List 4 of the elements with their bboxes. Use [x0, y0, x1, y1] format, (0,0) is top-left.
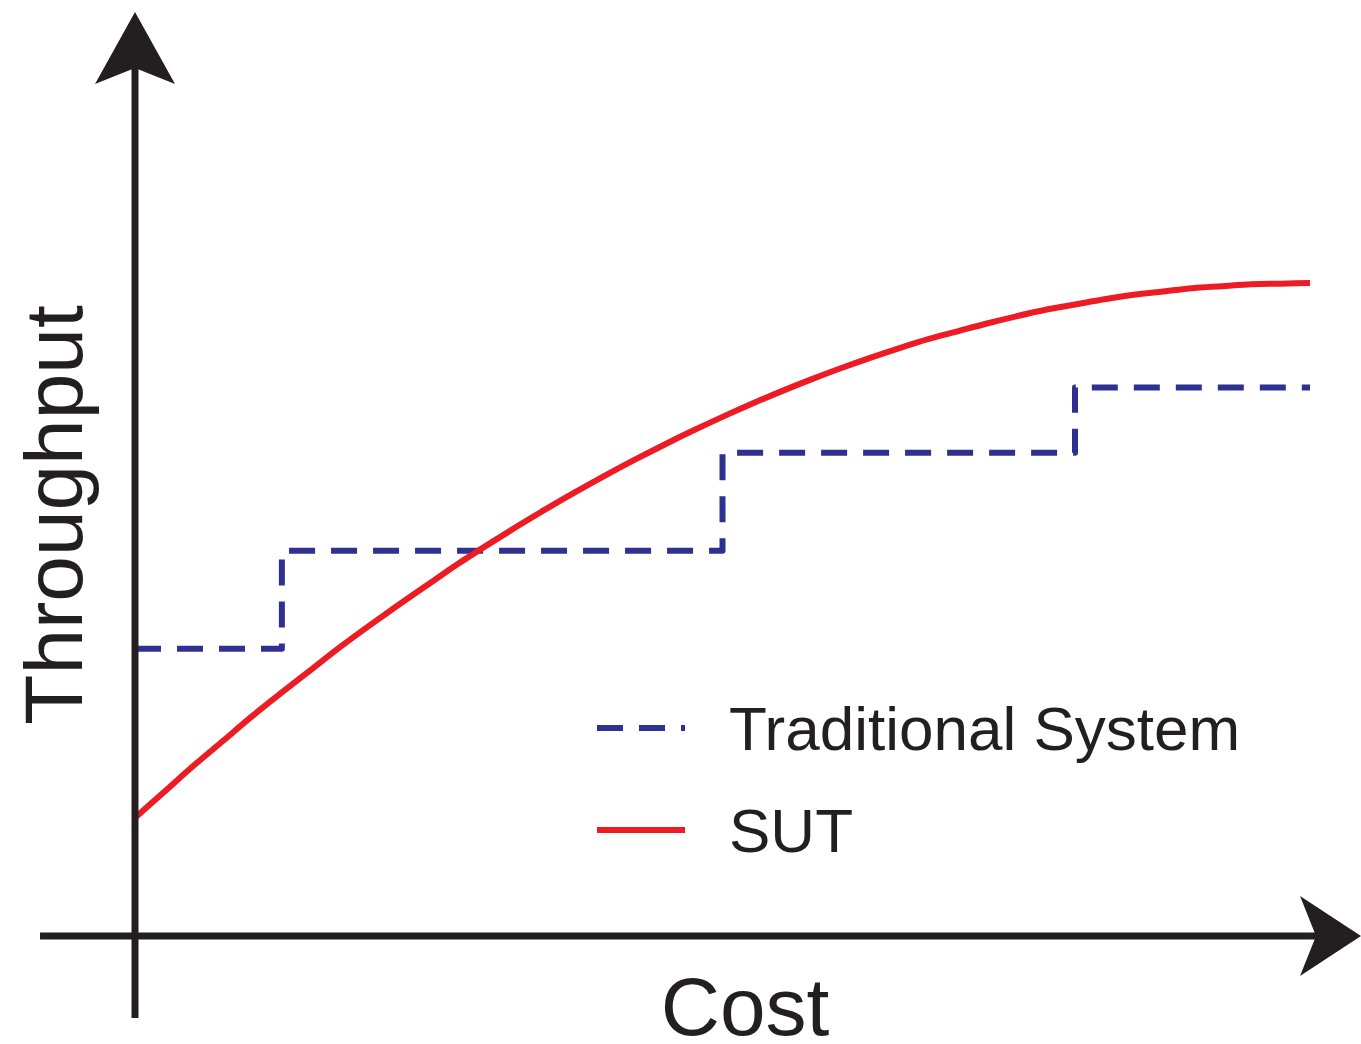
- x-axis-title: Cost: [660, 961, 830, 1044]
- legend-label: Traditional System: [729, 694, 1241, 763]
- legend-label: SUT: [729, 796, 853, 865]
- y-axis-title: Throughput: [8, 305, 99, 725]
